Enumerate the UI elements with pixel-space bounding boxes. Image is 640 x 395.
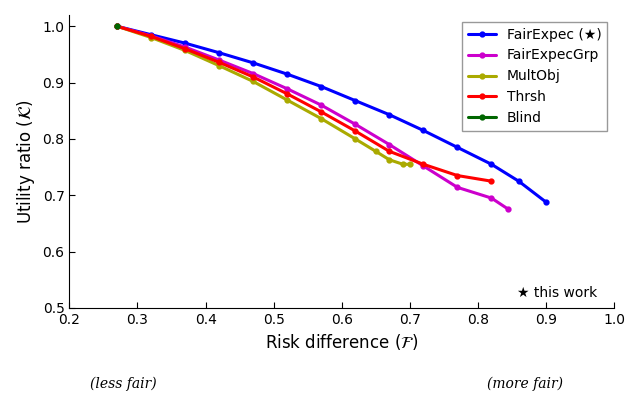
Y-axis label: Utility ratio ($\mathcal{K}$): Utility ratio ($\mathcal{K}$) xyxy=(15,99,37,224)
MultObj xyxy=(284,98,291,102)
MultObj xyxy=(215,63,223,68)
Text: ★ this work: ★ this work xyxy=(516,286,597,299)
FairExpec (★) xyxy=(454,145,461,150)
MultObj xyxy=(317,116,325,121)
FairExpecGrp xyxy=(215,58,223,62)
MultObj xyxy=(406,162,413,167)
Thrsh xyxy=(250,75,257,79)
Line: Thrsh: Thrsh xyxy=(113,22,495,185)
FairExpecGrp xyxy=(505,207,513,212)
FairExpec (★) xyxy=(488,162,495,167)
Thrsh xyxy=(317,109,325,114)
FairExpec (★) xyxy=(515,179,522,184)
FairExpecGrp xyxy=(113,24,121,28)
FairExpecGrp xyxy=(181,45,189,49)
FairExpecGrp xyxy=(385,142,393,147)
FairExpecGrp xyxy=(250,71,257,76)
MultObj xyxy=(351,137,359,141)
FairExpec (★) xyxy=(284,72,291,77)
Thrsh xyxy=(488,179,495,184)
FairExpecGrp xyxy=(317,103,325,107)
FairExpec (★) xyxy=(317,84,325,89)
FairExpecGrp xyxy=(351,122,359,127)
FairExpecGrp xyxy=(488,196,495,200)
FairExpec (★) xyxy=(113,24,121,28)
Thrsh xyxy=(385,149,393,154)
MultObj xyxy=(399,162,407,167)
Text: (less fair): (less fair) xyxy=(90,377,156,391)
MultObj xyxy=(181,48,189,53)
X-axis label: Risk difference ($\mathcal{F}$): Risk difference ($\mathcal{F}$) xyxy=(265,332,419,352)
Line: FairExpec (★): FairExpec (★) xyxy=(113,22,550,206)
FairExpec (★) xyxy=(215,51,223,55)
Thrsh xyxy=(181,47,189,51)
FairExpecGrp xyxy=(454,185,461,190)
Thrsh xyxy=(113,24,121,28)
Line: FairExpecGrp: FairExpecGrp xyxy=(113,22,513,214)
FairExpec (★) xyxy=(542,199,550,204)
Thrsh xyxy=(147,34,155,39)
MultObj xyxy=(372,149,380,154)
FairExpecGrp xyxy=(420,164,428,168)
Legend: FairExpec (★), FairExpecGrp, MultObj, Thrsh, Blind: FairExpec (★), FairExpecGrp, MultObj, Th… xyxy=(462,22,607,131)
FairExpec (★) xyxy=(351,98,359,103)
Thrsh xyxy=(420,162,428,167)
FairExpecGrp xyxy=(147,34,155,38)
MultObj xyxy=(250,79,257,84)
MultObj xyxy=(385,157,393,162)
FairExpec (★) xyxy=(181,41,189,45)
MultObj xyxy=(147,35,155,40)
Thrsh xyxy=(284,92,291,96)
Thrsh xyxy=(351,129,359,134)
MultObj xyxy=(113,24,121,28)
Line: MultObj: MultObj xyxy=(113,22,414,168)
FairExpec (★) xyxy=(250,60,257,65)
FairExpec (★) xyxy=(420,128,428,133)
Thrsh xyxy=(215,60,223,65)
Thrsh xyxy=(454,173,461,178)
FairExpec (★) xyxy=(385,112,393,117)
Text: (more fair): (more fair) xyxy=(487,377,563,391)
FairExpecGrp xyxy=(284,87,291,91)
FairExpec (★) xyxy=(147,32,155,37)
